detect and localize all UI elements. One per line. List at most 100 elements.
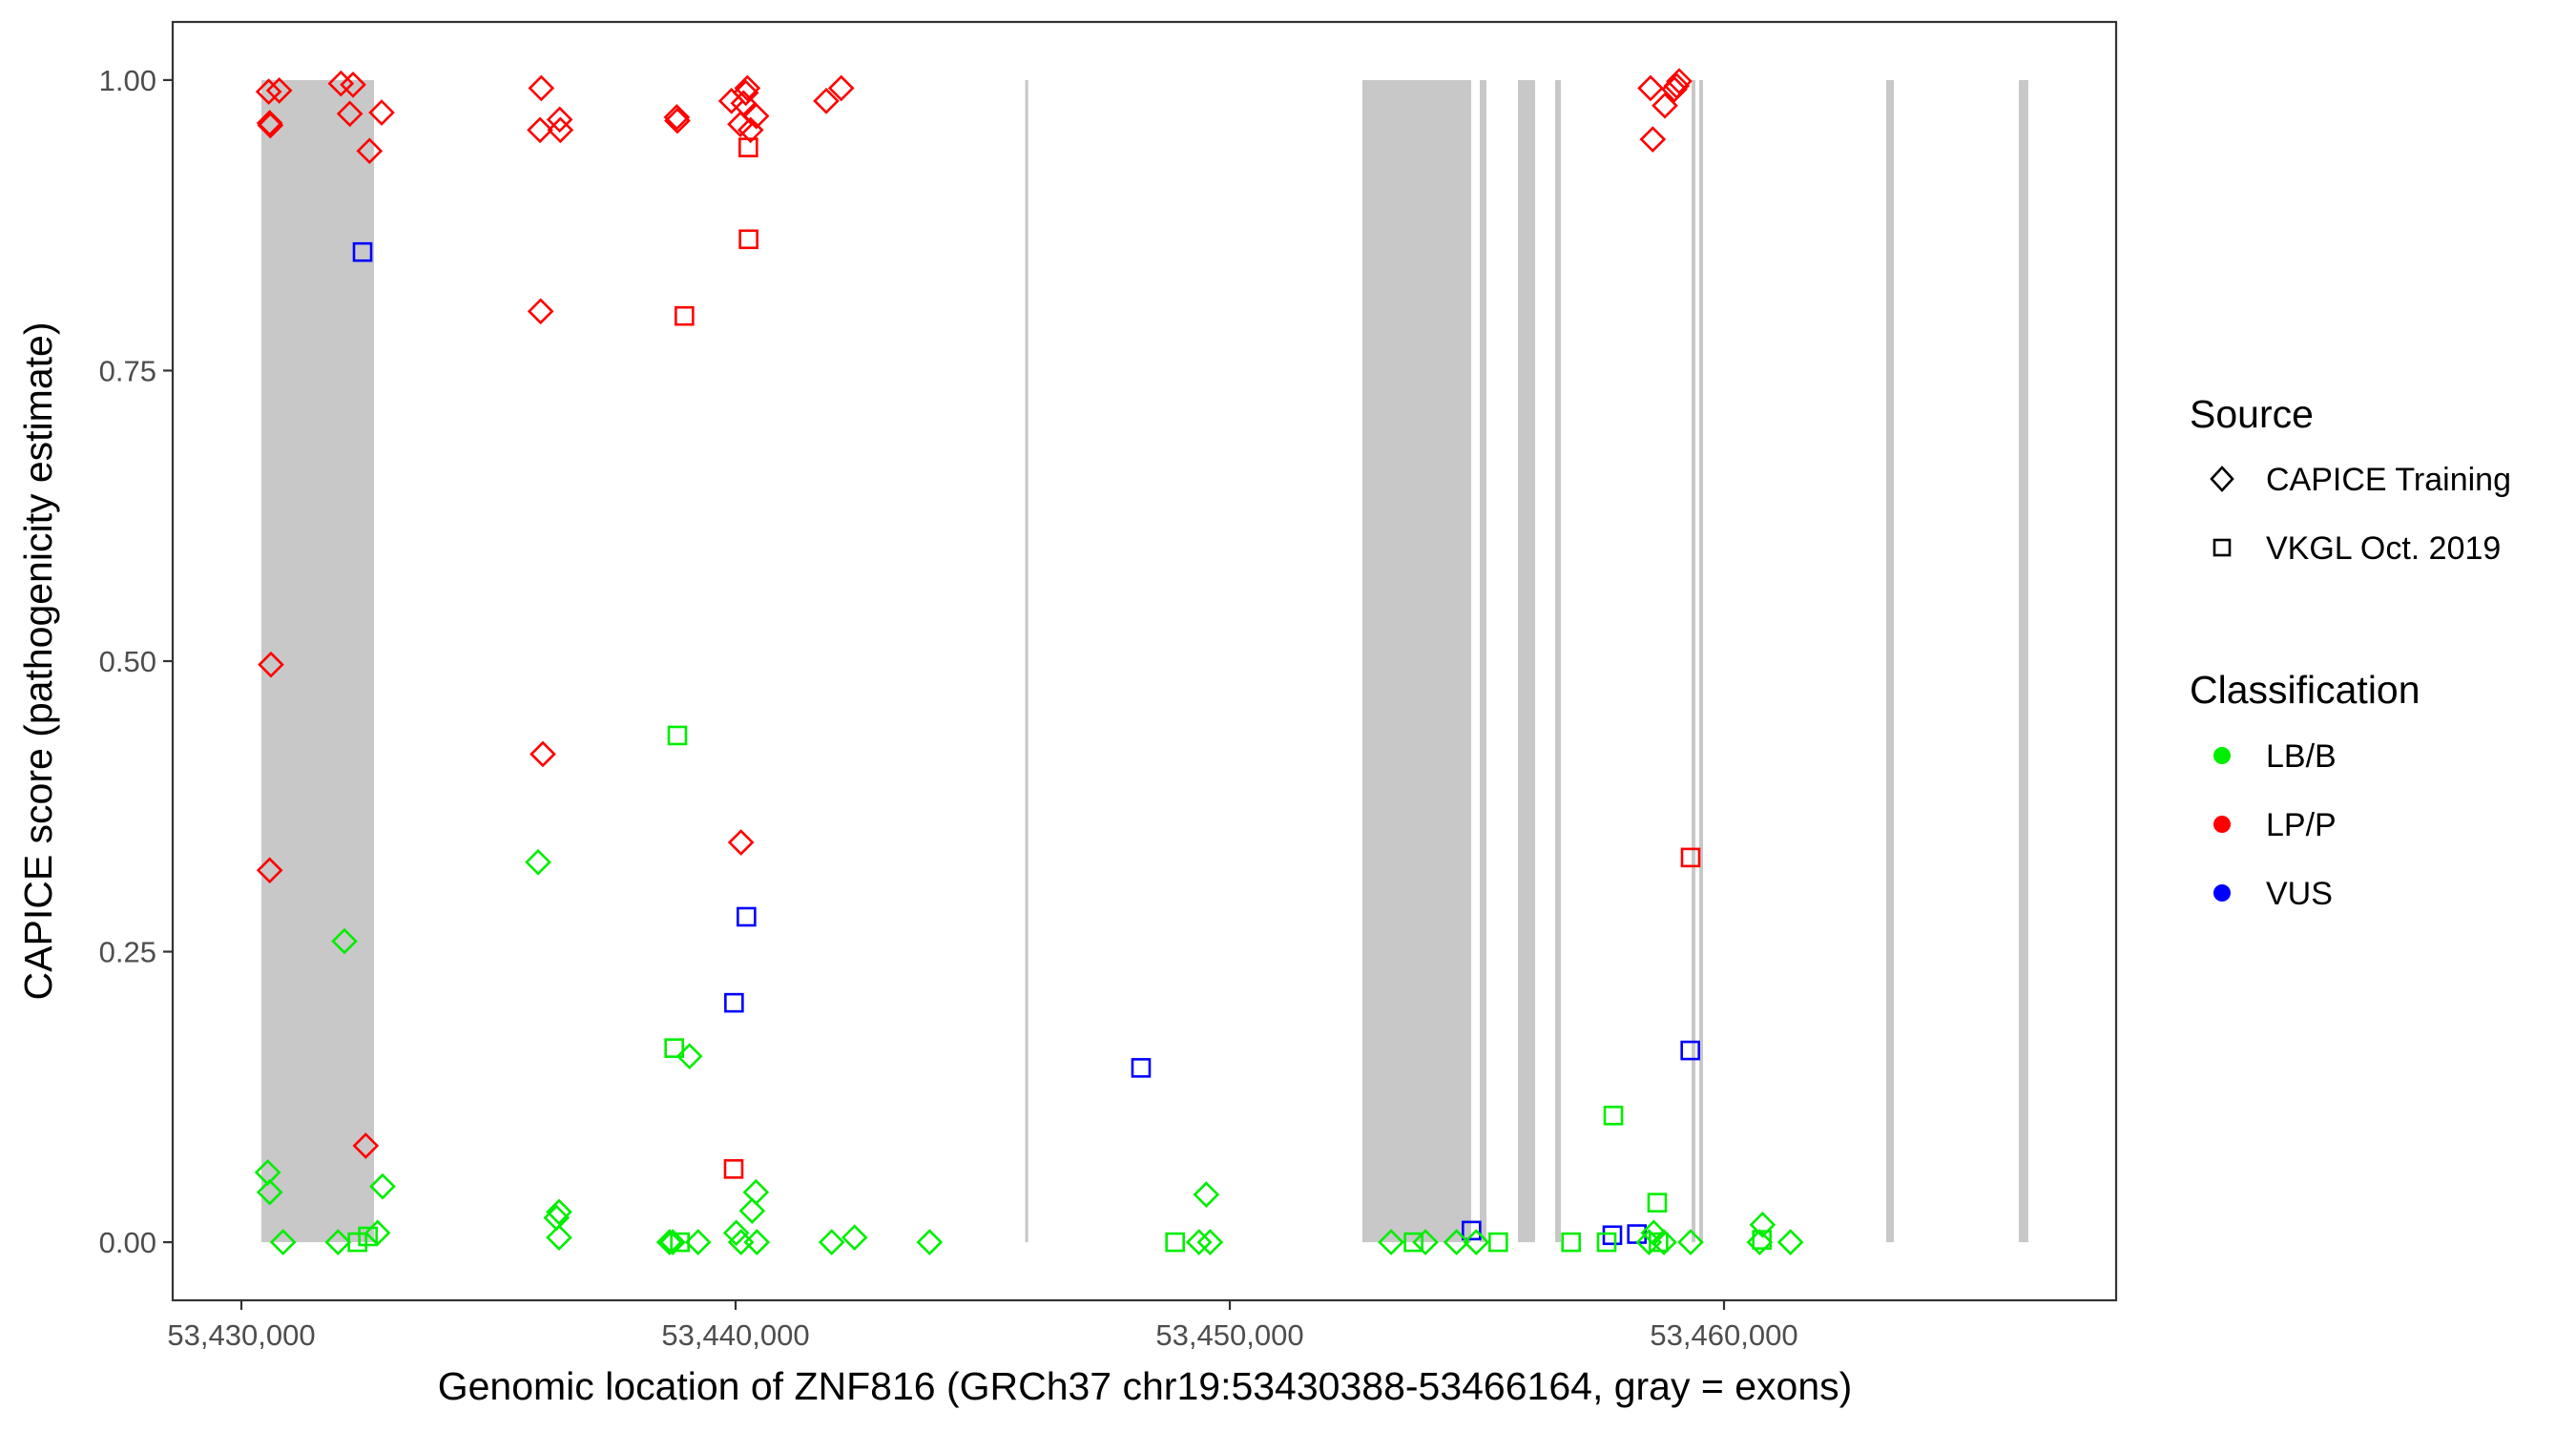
lbb-capice-point	[1196, 1229, 1224, 1255]
lbb-capice-point	[331, 927, 358, 955]
red-dot-icon	[2213, 816, 2231, 833]
vus-vkgl-point	[352, 241, 373, 262]
lpp-capice-point	[265, 77, 293, 104]
lpp-capice-point	[336, 100, 364, 128]
lpp-capice-point	[737, 116, 764, 144]
legend-item-vus: VUS	[2213, 876, 2333, 912]
lbb-vkgl-point	[1403, 1232, 1423, 1253]
green-dot-icon	[2213, 747, 2231, 764]
lbb-capice-point	[916, 1229, 944, 1255]
exon-band	[1025, 79, 1028, 1243]
lbb-capice-point	[1651, 1229, 1677, 1255]
lpp-capice-point	[352, 1132, 380, 1159]
lbb-capice-point	[546, 1198, 572, 1226]
lbb-capice-point	[1412, 1229, 1439, 1255]
exon-band	[1885, 79, 1895, 1243]
x-tick-label: 53,440,000	[661, 1318, 809, 1352]
legend-label-vus: VUS	[2266, 876, 2333, 912]
vus-vkgl-point	[737, 906, 757, 927]
lpp-capice-point	[356, 137, 384, 165]
exon-band	[1555, 79, 1562, 1243]
lpp-capice-point	[1666, 68, 1693, 94]
lpp-capice-point	[258, 651, 284, 678]
lpp-capice-point	[327, 70, 355, 97]
lbb-capice-point	[659, 1229, 686, 1255]
lpp-capice-point	[530, 740, 556, 768]
lpp-capice-point	[256, 857, 283, 884]
legend-label-capice-training: CAPICE Training	[2266, 462, 2511, 498]
lbb-capice-point	[1749, 1211, 1776, 1238]
lbb-capice-point	[256, 1178, 283, 1206]
lpp-capice-point	[528, 74, 555, 102]
exon-band	[1692, 79, 1696, 1243]
blue-dot-icon	[2213, 884, 2231, 902]
legend-item-lbb: LB/B	[2213, 738, 2337, 775]
lpp-capice-point	[734, 74, 761, 102]
y-tick-label: 1.00	[99, 64, 156, 97]
lbb-capice-point	[743, 1229, 771, 1255]
points-layer	[254, 68, 1804, 1255]
exon-band	[1361, 79, 1472, 1243]
vus-vkgl-point	[1131, 1058, 1152, 1078]
legend-item-lpp: LP/P	[2213, 807, 2337, 843]
lpp-capice-point	[827, 74, 855, 102]
legend-item-vkgl: VKGL Oct. 2019	[2212, 530, 2501, 567]
lbb-capice-point	[684, 1229, 712, 1255]
lpp-capice-point	[368, 99, 395, 126]
lpp-capice-point	[732, 79, 759, 107]
vus-vkgl-point	[1602, 1225, 1623, 1246]
lpp-capice-point	[1663, 73, 1691, 99]
lpp-capice-point	[546, 106, 573, 134]
y-axis-title: CAPICE score (pathogenicity estimate)	[16, 322, 60, 1001]
lbb-capice-point	[655, 1229, 683, 1255]
lbb-capice-point	[675, 1043, 703, 1070]
exon-band	[1518, 79, 1535, 1243]
lpp-vkgl-point	[675, 305, 695, 326]
lpp-vkgl-point	[723, 1159, 744, 1179]
lbb-capice-point	[1193, 1181, 1220, 1208]
lpp-capice-point	[527, 298, 554, 325]
lbb-capice-point	[1378, 1229, 1404, 1255]
lbb-capice-point	[1463, 1229, 1490, 1255]
lpp-capice-point	[1639, 126, 1667, 153]
lbb-vkgl-point	[670, 1232, 690, 1253]
exon-band	[2019, 79, 2029, 1243]
lpp-capice-point	[742, 102, 770, 130]
lbb-capice-point	[364, 1219, 391, 1247]
x-tick-label: 53,430,000	[167, 1318, 315, 1352]
lpp-vkgl-point	[738, 137, 758, 157]
legend-item-capice-training: CAPICE Training	[2210, 462, 2511, 498]
lbb-capice-point	[269, 1229, 297, 1255]
square-icon	[2212, 538, 2232, 557]
lbb-capice-point	[324, 1229, 352, 1255]
lpp-capice-point	[527, 116, 553, 144]
lpp-vkgl-point	[738, 229, 758, 250]
exon-layer	[260, 79, 2029, 1243]
y-tick-label: 0.50	[99, 645, 156, 678]
lbb-vkgl-point	[667, 725, 688, 746]
lbb-capice-point	[841, 1224, 868, 1252]
lbb-capice-point	[1185, 1229, 1213, 1255]
lpp-capice-point	[663, 104, 691, 131]
lpp-capice-point	[727, 829, 755, 856]
legend-classification-title: Classification	[2190, 668, 2420, 712]
lpp-vkgl-point	[1680, 847, 1701, 868]
lpp-capice-point	[813, 87, 840, 114]
lbb-vkgl-point	[1561, 1232, 1581, 1253]
legend-label-lbb: LB/B	[2266, 738, 2337, 775]
legend-label-vkgl: VKGL Oct. 2019	[2266, 530, 2501, 567]
y-tick-label: 0.75	[99, 354, 156, 387]
vus-vkgl-point	[1680, 1040, 1700, 1061]
lpp-capice-point	[257, 112, 284, 139]
legend: Source CAPICE Training VKGL Oct. 2019 Cl…	[2190, 392, 2511, 912]
lbb-capice-point	[525, 848, 551, 876]
lbb-capice-point	[738, 1197, 766, 1225]
lbb-vkgl-point	[358, 1226, 378, 1247]
lbb-capice-point	[818, 1229, 845, 1255]
lbb-vkgl-point	[1596, 1232, 1617, 1253]
lpp-capice-point	[340, 71, 366, 98]
lbb-vkgl-point	[1647, 1192, 1668, 1213]
x-tick-label: 53,450,000	[1155, 1318, 1303, 1352]
